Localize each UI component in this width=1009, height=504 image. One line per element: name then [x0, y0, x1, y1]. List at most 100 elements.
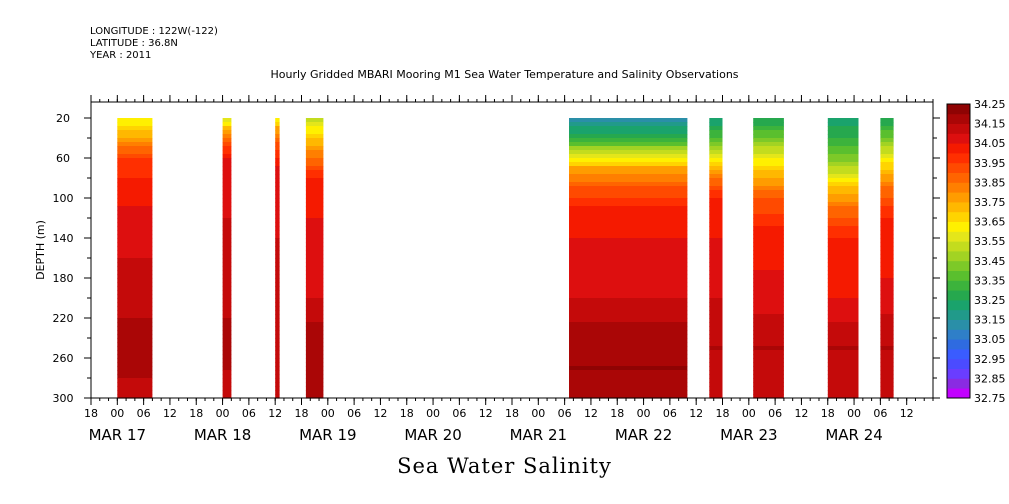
heatmap-cell	[880, 230, 894, 235]
heatmap-cell	[222, 138, 232, 143]
heatmap-cell	[709, 182, 723, 187]
heatmap-cell	[709, 186, 723, 191]
heatmap-cell	[275, 122, 280, 127]
heatmap-cell	[275, 134, 280, 139]
heatmap-cell	[569, 150, 688, 155]
x-tick-label: 18	[400, 407, 414, 420]
heatmap-cell	[117, 378, 153, 383]
heatmap-cell	[275, 322, 280, 327]
heatmap-cell	[569, 214, 688, 219]
heatmap-cell	[117, 326, 153, 331]
heatmap-cell	[305, 370, 324, 375]
heatmap-cell	[827, 186, 859, 191]
heatmap-cell	[117, 190, 153, 195]
colorbar-label: 32.75	[974, 392, 1006, 405]
heatmap-cell	[222, 270, 232, 275]
heatmap-cell	[222, 186, 232, 191]
heatmap-cell	[753, 158, 784, 163]
heatmap-cell	[305, 334, 324, 339]
heatmap-cell	[827, 330, 859, 335]
heatmap-cell	[305, 330, 324, 335]
heatmap-cell	[709, 310, 723, 315]
year-label: YEAR : 2011	[90, 50, 152, 61]
colorbar-swatch	[947, 319, 970, 330]
heatmap-cell	[569, 130, 688, 135]
heatmap-cell	[569, 122, 688, 127]
heatmap-cell	[117, 194, 153, 199]
y-tick-label: 180	[53, 272, 74, 285]
heatmap-cell	[117, 230, 153, 235]
colorbar-label: 32.95	[974, 353, 1006, 366]
heatmap-cell	[569, 298, 688, 303]
heatmap-cell	[569, 238, 688, 243]
heatmap-cell	[222, 274, 232, 279]
heatmap-cell	[222, 318, 232, 323]
heatmap-cell	[275, 266, 280, 271]
heatmap-cell	[117, 318, 153, 323]
colorbar-swatch	[947, 260, 970, 271]
heatmap-cell	[569, 222, 688, 227]
heatmap-cell	[827, 374, 859, 379]
heatmap-cell	[827, 362, 859, 367]
heatmap-cell	[569, 254, 688, 259]
heatmap-cell	[117, 138, 153, 143]
heatmap-cell	[880, 310, 894, 315]
heatmap-cell	[222, 242, 232, 247]
heatmap-cell	[275, 366, 280, 371]
heatmap-cell	[275, 342, 280, 347]
heatmap-cell	[569, 386, 688, 391]
heatmap-cell	[275, 162, 280, 167]
heatmap-cell	[222, 322, 232, 327]
heatmap-cell	[275, 374, 280, 379]
colorbar-swatch	[947, 309, 970, 320]
colorbar-swatch	[947, 143, 970, 154]
heatmap-cell	[827, 222, 859, 227]
heatmap-cell	[305, 278, 324, 283]
heatmap-cell	[753, 218, 784, 223]
heatmap-cell	[275, 290, 280, 295]
heatmap-cell	[569, 226, 688, 231]
heatmap-cell	[305, 170, 324, 175]
heatmap-cell	[222, 390, 232, 395]
heatmap-cell	[827, 350, 859, 355]
heatmap-cell	[117, 242, 153, 247]
heatmap-cell	[117, 126, 153, 131]
heatmap-cell	[305, 378, 324, 383]
colorbar-swatch	[947, 123, 970, 134]
heatmap-cell	[569, 178, 688, 183]
heatmap-cell	[569, 318, 688, 323]
heatmap-cell	[709, 126, 723, 131]
heatmap-cell	[275, 318, 280, 323]
x-tick-label: 00	[637, 407, 651, 420]
heatmap-cell	[222, 146, 232, 151]
heatmap-cell	[753, 258, 784, 263]
heatmap-cell	[709, 286, 723, 291]
heatmap-cell	[117, 350, 153, 355]
x-tick-label: 00	[426, 407, 440, 420]
heatmap-cell	[222, 258, 232, 263]
heatmap-cell	[305, 150, 324, 155]
heatmap-cell	[753, 142, 784, 147]
heatmap-cell	[569, 326, 688, 331]
colorbar-frame	[946, 103, 971, 399]
heatmap-cell	[222, 254, 232, 259]
heatmap-cell	[275, 150, 280, 155]
heatmap-cell	[827, 366, 859, 371]
heatmap-cell	[569, 158, 688, 163]
heatmap-cell	[880, 234, 894, 239]
heatmap-cell	[880, 182, 894, 187]
heatmap-cell	[305, 346, 324, 351]
heatmap-cell	[117, 258, 153, 263]
heatmap-cell	[222, 238, 232, 243]
heatmap-cell	[569, 218, 688, 223]
heatmap-cell	[709, 194, 723, 199]
heatmap-cell	[827, 130, 859, 135]
heatmap-cell	[222, 126, 232, 131]
heatmap-cell	[117, 202, 153, 207]
heatmap-cell	[827, 138, 859, 143]
heatmap-cell	[827, 346, 859, 351]
heatmap-cell	[709, 174, 723, 179]
heatmap-cell	[305, 222, 324, 227]
heatmap-cell	[569, 258, 688, 263]
